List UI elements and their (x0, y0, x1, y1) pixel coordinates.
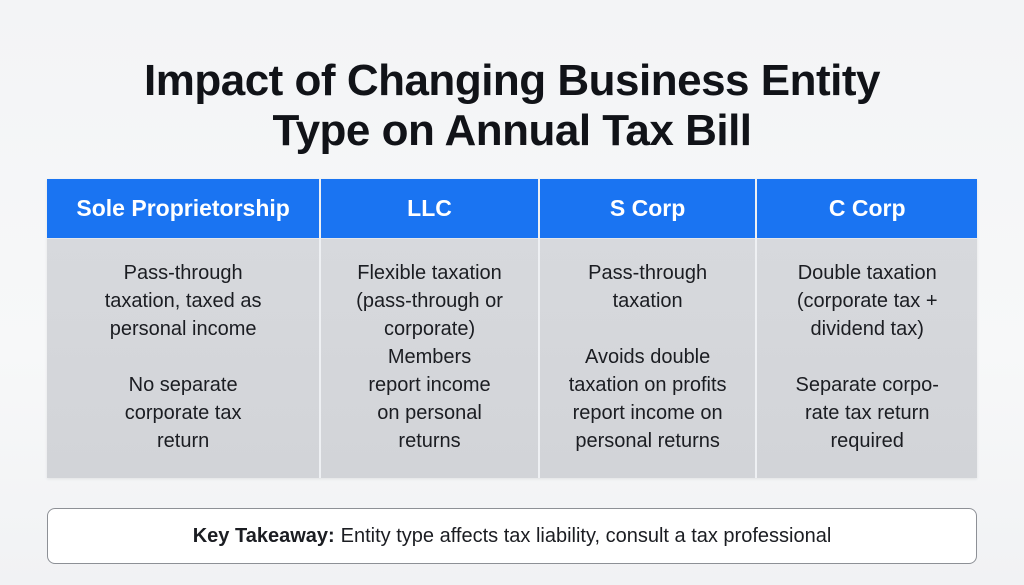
cell-text-line: corporate) (383, 318, 476, 340)
cell-text-line (47, 343, 319, 371)
cell-text-line: report income on (572, 402, 723, 424)
cell-text-line: personal income (109, 318, 257, 340)
takeaway-text: Entity type affects tax liability, consu… (340, 524, 832, 547)
cell-text-line: Flexible taxation (357, 262, 502, 284)
cell-text-line: Members (387, 346, 472, 368)
cell-text-line: (pass-through or (356, 290, 503, 312)
table-column: Sole Proprietorship Pass-through taxation,… (47, 179, 322, 478)
cell-text-line: Pass-through (123, 262, 243, 284)
cell-text-line: Avoids double (584, 346, 711, 368)
column-header: C Corp (757, 179, 977, 239)
comparison-table: Sole Proprietorship Pass-through taxation,… (47, 179, 977, 478)
cell-text-line: Double taxation (797, 262, 937, 284)
takeaway-label: Key Takeaway: (192, 524, 335, 547)
cell-text-line: report income (368, 374, 491, 396)
table-cell: Double taxation (corporate tax + dividend … (757, 239, 977, 478)
cell-text-line: rate tax return (804, 402, 930, 424)
title-line-2: Type on Annual Tax Bill (272, 106, 752, 155)
key-takeaway-box: Key Takeaway: Entity type affects tax li… (47, 508, 977, 564)
table-column: C Corp Double taxation (corporate tax + div… (757, 179, 977, 478)
column-header: LLC (321, 179, 538, 239)
cell-text-line: personal returns (575, 430, 720, 452)
cell-text-line: Pass-through (588, 262, 708, 284)
cell-text-line: on personal (377, 402, 482, 424)
cell-text-line: No separate (128, 374, 238, 396)
table-column: S Corp Pass-through taxation Avoids double t… (539, 179, 758, 478)
column-header: Sole Proprietorship (47, 179, 320, 239)
table-cell: Pass-through taxation, taxed as personal i… (47, 239, 320, 478)
cell-text-line: required (830, 430, 904, 452)
column-header: S Corp (539, 179, 756, 239)
page-title: Impact of Changing Business Entity Type … (0, 56, 1024, 156)
cell-text-line: Separate corpo- (795, 374, 939, 396)
cell-text-line: corporate tax (124, 402, 242, 424)
cell-text-line: (corporate tax + (796, 290, 938, 312)
cell-text-line: dividend tax) (810, 318, 924, 340)
cell-text-line: taxation (612, 290, 683, 312)
table-cell: Pass-through taxation Avoids double taxatio… (539, 239, 756, 478)
cell-text-line: taxation, taxed as (104, 290, 262, 312)
cell-text-line: returns (398, 430, 461, 452)
cell-text-line: return (156, 430, 210, 452)
title-line-1: Impact of Changing Business Entity (144, 56, 880, 105)
cell-text-line (540, 315, 756, 343)
cell-text-line: taxation on profits (568, 374, 727, 396)
cell-text-line (757, 343, 977, 371)
table-cell: Flexible taxation (pass-through or corpora… (321, 239, 538, 478)
table-column: LLC Flexible taxation (pass-through or corp… (321, 179, 540, 478)
